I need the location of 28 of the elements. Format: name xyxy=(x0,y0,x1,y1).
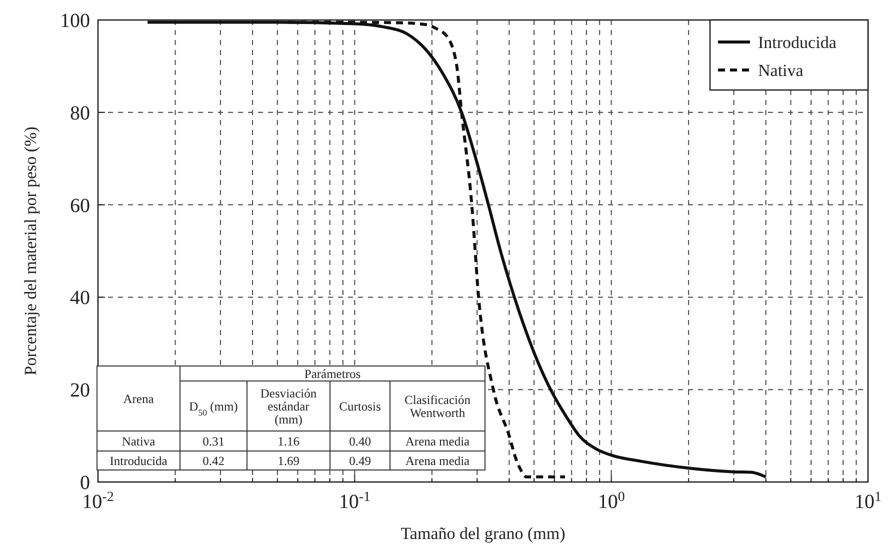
y-tick-label: 40 xyxy=(70,287,90,310)
y-axis-title: Porcentaje del material por peso (%) xyxy=(21,126,40,376)
annotation: Introducida xyxy=(110,454,168,468)
annotation: D$_{50}$ (mm) xyxy=(189,399,238,418)
annotation: Arena media xyxy=(405,434,470,448)
x-tick-label: 10$^{-1}$ xyxy=(338,490,371,513)
annotation: 0.40 xyxy=(349,434,371,448)
y-tick-label: 80 xyxy=(70,102,90,124)
annotation: Clasificación Wentworth xyxy=(404,392,472,420)
x-tick-label: 10$^{0}$ xyxy=(598,490,625,513)
x-axis-title: Tamaño del grano (mm) xyxy=(400,524,566,543)
x-tick-label: 10$^{1}$ xyxy=(854,490,882,513)
annotation: Arena xyxy=(123,392,154,406)
annotation: Arena media xyxy=(405,454,470,468)
annotation: 0.49 xyxy=(349,454,371,468)
annotation: Desviación estándar (mm) xyxy=(260,386,318,426)
annotation: Nativa xyxy=(122,434,156,448)
legend-label: Introducida xyxy=(758,32,837,52)
annotation: 1.69 xyxy=(278,454,300,468)
y-tick-label: 60 xyxy=(70,194,90,217)
y-tick-label: 20 xyxy=(70,380,90,402)
legend-label: Nativa xyxy=(758,60,804,80)
y-tick-label: 100 xyxy=(60,10,90,32)
annotation: Parámetros xyxy=(304,366,361,381)
annotation: 0.42 xyxy=(202,454,224,468)
annotation: 0.31 xyxy=(202,434,224,448)
annotation: Curtosis xyxy=(339,399,381,414)
annotation: 1.16 xyxy=(278,434,300,448)
